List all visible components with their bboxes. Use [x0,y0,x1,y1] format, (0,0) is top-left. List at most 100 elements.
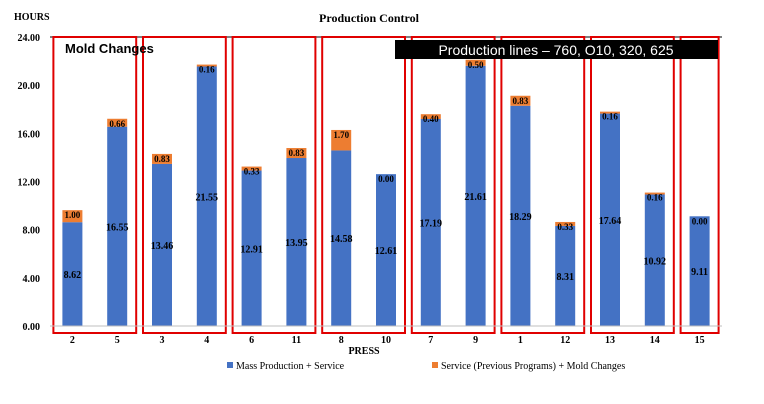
bar-service-mold-changes-press-8 [331,129,352,151]
x-tick-label: 14 [650,335,660,346]
data-label-service-mold-changes: 0.83 [513,96,529,106]
x-tick-label: 1 [518,335,523,346]
data-label-service-mold-changes: 0.50 [468,60,484,70]
y-tick-label: 12.00 [18,178,41,189]
production-lines-annotation: Production lines – 760, O10, 320, 625 [438,42,673,58]
y-tick-label: 16.00 [18,129,41,140]
y-axis-label: HOURS [14,12,50,23]
data-label-mass-production: 12.61 [375,246,398,257]
bar-mass-production-press-7 [420,119,441,326]
y-tick-label: 24.00 [18,33,41,44]
legend: Mass Production + Service Service (Previ… [227,361,625,372]
data-label-mass-production: 12.91 [240,244,263,255]
bar-service-mold-changes-press-4 [196,64,217,67]
data-label-mass-production: 17.19 [420,219,443,230]
data-label-service-mold-changes: 0.33 [557,222,573,232]
legend-label-service-mold-changes: Service (Previous Programs) + Mold Chang… [441,361,625,372]
press-group-box-6-11 [231,36,317,334]
data-label-service-mold-changes: 0.16 [602,112,618,122]
bar-mass-production-press-6 [241,170,262,326]
bar-mass-production-press-10 [376,174,396,326]
data-label-service-mold-changes: 0.16 [199,65,215,75]
bar-mass-production-press-4 [196,66,217,327]
bar-mass-production-press-3 [152,163,172,326]
x-axis-category-labels: 2 5 3 4 6 11 8 10 7 9 1 12 13 14 15 [70,335,705,346]
x-tick-label: 10 [381,335,391,346]
data-label-service-mold-changes: 0.40 [423,114,439,124]
bar-mass-production-press-14 [644,194,665,326]
y-tick-label: 4.00 [23,274,41,285]
data-label-mass-production: 16.55 [106,222,129,233]
bar-service-mold-changes-press-2 [62,210,83,223]
data-label-mass-production: 18.29 [509,212,532,223]
chart-title: Production Control [319,11,420,25]
data-label-mass-production: 21.55 [196,192,219,203]
x-tick-label: 11 [292,335,301,346]
bar-service-mold-changes-press-14 [644,192,665,195]
data-label-mass-production: 9.11 [691,267,708,278]
data-label-mass-production: 8.31 [556,272,574,283]
legend-swatch-service-mold-changes [432,362,438,368]
x-tick-label: 12 [560,335,570,346]
x-tick-label: 7 [428,335,433,346]
mold-changes-annotation: Mold Changes [65,41,154,56]
bar-mass-production-press-9 [465,65,486,326]
x-tick-label: 15 [695,335,705,346]
x-tick-label: 4 [204,335,209,346]
bar-service-mold-changes-press-1 [510,95,531,106]
x-tick-label: 13 [605,335,615,346]
legend-swatch-mass-production [227,362,233,368]
bar-mass-production-press-8 [331,150,352,326]
x-tick-label: 3 [160,335,165,346]
x-axis-label: PRESS [348,346,380,357]
press-group-box-8-10 [321,36,407,334]
bar-service-mold-changes-press-6 [241,166,262,171]
bar-service-mold-changes-press-3 [152,153,172,164]
bar-service-mold-changes-press-11 [286,148,307,159]
bar-service-mold-changes-press-5 [107,118,128,127]
y-tick-label: 8.00 [23,226,41,237]
bar-mass-production-press-1 [510,105,531,326]
bar-mass-production-press-12 [555,225,576,326]
press-group-box-1-12 [500,36,586,334]
press-group-box-2-5 [52,36,138,334]
bar-mass-production-press-13 [600,113,620,327]
press-group-box-7-9 [410,36,496,334]
bar-mass-production-press-2 [62,222,83,326]
bar-mass-production-press-5 [107,126,128,326]
data-label-service-mold-changes: 1.00 [65,210,81,220]
data-label-service-mold-changes: 0.16 [647,193,663,203]
group-boxes [52,36,720,334]
data-label-mass-production: 13.46 [151,241,174,252]
data-label-service-mold-changes: 0.00 [692,216,708,226]
production-lines-banner [395,40,718,59]
data-label-service-mold-changes: 0.66 [109,119,125,129]
legend-label-mass-production: Mass Production + Service [236,361,345,372]
bar-service-mold-changes-press-9 [465,59,486,66]
bar-mass-production-press-11 [286,158,307,326]
x-tick-label: 6 [249,335,254,346]
press-group-box-13-14 [590,36,675,334]
y-tick-label: 0.00 [23,322,41,333]
bar-service-mold-changes-press-12 [555,221,576,226]
bar-service-mold-changes-press-13 [600,111,620,114]
data-label-service-mold-changes: 1.70 [333,130,349,140]
data-label-mass-production: 14.58 [330,234,353,245]
press-group-box-3-4 [142,36,227,334]
bar-service-mold-changes-press-7 [420,114,441,120]
data-label-mass-production: 8.62 [64,270,82,281]
data-label-mass-production: 13.95 [285,238,308,249]
data-label-service-mold-changes: 0.83 [154,154,170,164]
bar-mass-production-press-15 [689,216,710,326]
data-label-service-mold-changes: 0.00 [378,174,394,184]
x-tick-label: 2 [70,335,75,346]
data-label-service-mold-changes: 0.33 [244,167,260,177]
data-label-mass-production: 21.61 [464,192,487,203]
bars: 8.62 1.00 16.55 0.66 13.46 0.83 21.55 0.16 12.91… [62,59,710,327]
x-tick-label: 5 [115,335,120,346]
data-label-mass-production: 10.92 [644,256,667,267]
y-tick-label: 20.00 [18,81,41,92]
data-label-service-mold-changes: 0.83 [289,148,305,158]
data-label-mass-production: 17.64 [599,216,622,227]
